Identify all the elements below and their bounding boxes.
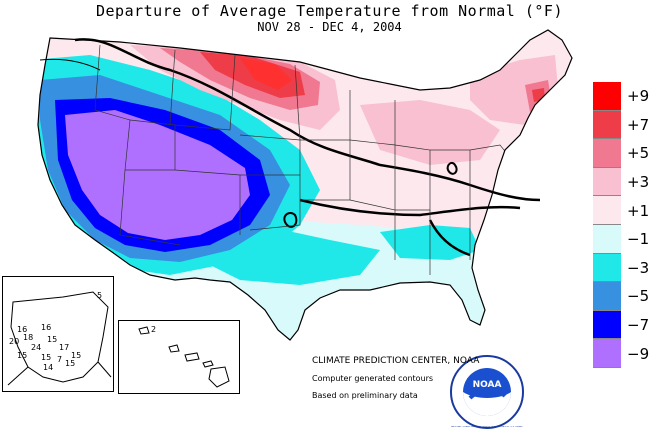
legend-swatch [593,253,621,283]
map-subtitle: NOV 28 - DEC 4, 2004 [257,20,402,34]
alaska-value: 14 [43,363,54,372]
alaska-value: 5 [97,291,103,300]
credit-contours: Computer generated contours [312,374,434,383]
legend-swatch [593,139,621,168]
legend-item: −7 [593,310,655,340]
legend-label: −5 [627,287,650,306]
hawaii-map [138,326,230,388]
legend-swatch [593,110,621,140]
alaska-map [7,291,112,386]
legend-item: +5 [593,139,655,168]
legend-label: +7 [627,115,650,134]
legend-swatch [593,196,621,225]
legend-label: −3 [627,258,650,277]
alaska-value: 17 [59,343,70,352]
alaska-value: 15 [65,359,76,368]
legend-label: −1 [627,230,650,249]
legend-item: +9 [593,82,655,111]
noaa-logo [450,355,524,429]
legend-item: +7 [593,110,655,140]
credit-center: CLIMATE PREDICTION CENTER, NOAA [312,356,480,366]
hawaii-inset: 2 [118,320,240,394]
alaska-value: 24 [31,343,42,352]
legend-item: −1 [593,224,655,254]
state-boundaries [94,44,521,275]
alaska-value: 20 [9,337,20,346]
legend-item: +1 [593,196,655,225]
noaa-logo-ring-text: NATIONAL OCEANIC AND ATMOSPHERIC ADMINIS… [451,426,523,428]
noaa-logo-text: NOAA [472,380,502,390]
alaska-value: 15 [41,353,52,362]
legend-label: +9 [627,87,650,106]
alaska-value: 15 [47,335,58,344]
alaska-value: 15 [71,351,82,360]
legend-item: +3 [593,167,655,197]
credit-data: Based on preliminary data [312,391,418,400]
legend-swatch [593,82,621,111]
alaska-value: 7 [57,355,63,364]
hawaii-value: 2 [151,325,157,334]
legend-label: +1 [627,201,650,220]
alaska-value: 16 [41,323,52,332]
alaska-inset: 16 16 15 24 17 15 15 15 15 14 7 20 5 18 [2,276,114,392]
legend-label: −9 [627,344,650,363]
legend-swatch [593,339,621,368]
legend-swatch [593,282,621,311]
legend-swatch [593,310,621,340]
legend-swatch [593,224,621,254]
map-title: Departure of Average Temperature from No… [95,2,563,20]
legend-item: −9 [593,339,655,368]
legend: +9 +7 +5 +3 +1 −1 −3 −5 −7 −9 [593,82,655,368]
us-outline [37,29,573,341]
alaska-value: 15 [17,351,28,360]
anomaly-fill [38,30,572,340]
alaska-value: 16 [17,325,28,334]
legend-item: −3 [593,253,655,283]
legend-label: +5 [627,144,650,163]
alaska-value: 18 [23,333,34,342]
legend-label: +3 [627,173,650,192]
legend-swatch [593,167,621,197]
legend-item: −5 [593,282,655,311]
legend-label: −7 [627,316,650,335]
